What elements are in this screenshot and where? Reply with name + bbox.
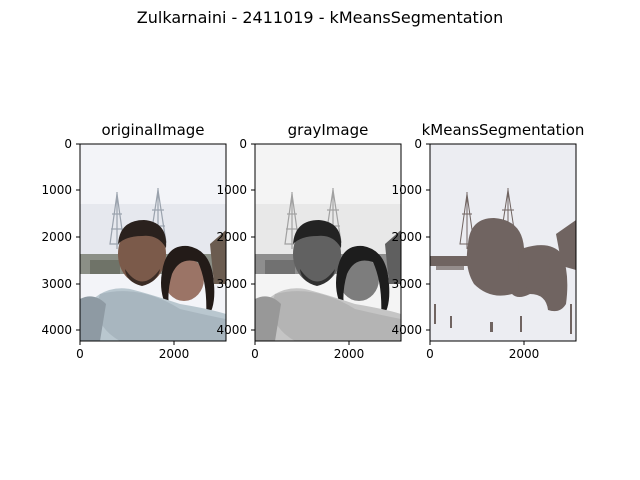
x-tick-label: 2000	[333, 347, 365, 361]
y-tick-label: 0	[64, 137, 72, 151]
figure-title: Zulkarnaini - 2411019 - kMeansSegmentati…	[136, 8, 504, 27]
y-tick-label: 4000	[216, 323, 247, 337]
y-tick-label: 3000	[216, 277, 247, 291]
y-tick-label: 1000	[391, 183, 422, 197]
y-tick-label: 3000	[391, 277, 422, 291]
y-tick-label: 2000	[391, 230, 422, 244]
kmeans-axes-frame	[429, 143, 577, 342]
y-tick-label: 0	[414, 137, 422, 151]
y-tick-label: 3000	[41, 277, 72, 291]
gray-axes-frame	[254, 143, 402, 342]
x-tick-label: 0	[251, 347, 259, 361]
axis-ticks	[76, 143, 525, 345]
y-tick-label: 2000	[216, 230, 247, 244]
x-tick-label: 0	[426, 347, 434, 361]
x-tick-label: 2000	[508, 347, 540, 361]
y-tick-label: 4000	[391, 323, 422, 337]
y-tick-label: 4000	[41, 323, 72, 337]
x-tick-label: 2000	[158, 347, 190, 361]
kmeans-image	[430, 144, 576, 341]
y-tick-label: 1000	[41, 183, 72, 197]
y-tick-label: 0	[239, 137, 247, 151]
panel-title-kmeans: kMeansSegmentation	[421, 121, 585, 139]
panel-title-original: originalImage	[101, 121, 205, 139]
panel-title-gray: grayImage	[287, 121, 369, 139]
x-tick-label: 0	[76, 347, 84, 361]
original-axes-frame	[79, 143, 227, 342]
y-tick-label: 2000	[41, 230, 72, 244]
gray-image	[255, 144, 401, 341]
original-image	[80, 144, 226, 341]
y-tick-label: 1000	[216, 183, 247, 197]
